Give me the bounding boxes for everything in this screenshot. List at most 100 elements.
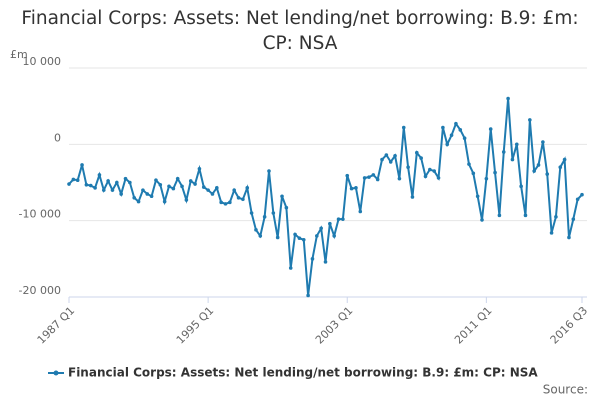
point xyxy=(71,177,76,182)
point xyxy=(371,173,376,177)
point xyxy=(149,194,154,199)
point xyxy=(154,178,158,183)
point xyxy=(328,221,332,226)
x-tick-label: 2011 Q1 xyxy=(452,304,495,347)
point xyxy=(123,176,128,181)
point xyxy=(380,157,384,162)
point xyxy=(541,140,545,144)
y-tick-label: -10 000 xyxy=(19,208,61,221)
point xyxy=(306,293,310,298)
point xyxy=(197,166,202,171)
point xyxy=(80,163,84,167)
point xyxy=(201,185,206,189)
series-line xyxy=(68,98,583,296)
point xyxy=(506,96,510,101)
point xyxy=(528,118,532,122)
point xyxy=(341,217,345,221)
point xyxy=(301,237,306,242)
point xyxy=(441,125,445,130)
point xyxy=(488,127,493,131)
point xyxy=(336,217,341,221)
point xyxy=(249,211,254,215)
point xyxy=(397,176,402,181)
point xyxy=(84,182,89,187)
point xyxy=(493,170,497,175)
point xyxy=(436,176,441,180)
y-tick-label: -20 000 xyxy=(19,284,61,297)
point xyxy=(101,188,106,192)
point xyxy=(414,150,419,155)
point xyxy=(215,186,219,190)
x-tick-label: 1995 Q1 xyxy=(174,304,217,347)
y-tick-label: 0 xyxy=(54,131,61,144)
point xyxy=(519,184,523,189)
point xyxy=(280,194,284,199)
point xyxy=(384,153,389,157)
point xyxy=(423,174,428,179)
point xyxy=(288,266,293,270)
point xyxy=(245,186,250,190)
point xyxy=(141,188,145,192)
point xyxy=(175,176,180,181)
point xyxy=(88,183,93,188)
point xyxy=(184,198,189,202)
point xyxy=(562,157,567,162)
point xyxy=(119,192,123,196)
point xyxy=(132,195,137,200)
y-tick-label: 10 000 xyxy=(23,55,62,68)
point xyxy=(223,202,228,206)
point xyxy=(171,186,176,191)
point xyxy=(514,142,519,147)
point xyxy=(358,209,363,214)
point xyxy=(410,195,415,199)
x-tick-label: 2003 Q1 xyxy=(313,304,356,347)
point xyxy=(354,186,358,190)
x-tick-label: 1987 Q1 xyxy=(35,304,78,347)
point xyxy=(375,177,380,182)
point xyxy=(188,179,193,183)
point xyxy=(462,136,467,141)
point xyxy=(419,156,423,160)
point xyxy=(401,125,406,130)
point xyxy=(510,157,515,162)
point xyxy=(228,200,232,205)
point xyxy=(258,234,263,238)
legend-marker xyxy=(53,370,59,376)
point xyxy=(475,194,480,199)
point xyxy=(75,178,80,183)
point xyxy=(232,188,237,192)
point xyxy=(193,182,197,186)
point xyxy=(449,133,454,137)
point xyxy=(532,169,536,173)
point xyxy=(267,169,271,173)
point xyxy=(536,163,541,167)
point xyxy=(575,197,580,202)
point xyxy=(297,236,302,241)
point xyxy=(284,205,289,210)
point xyxy=(367,175,371,179)
point xyxy=(393,153,397,158)
point xyxy=(484,176,489,181)
point xyxy=(545,172,550,176)
point xyxy=(323,260,328,264)
point xyxy=(445,142,450,147)
point xyxy=(293,232,297,237)
point xyxy=(115,180,119,185)
point xyxy=(219,200,223,205)
point xyxy=(454,121,458,126)
point xyxy=(432,169,436,173)
point xyxy=(180,184,184,189)
point xyxy=(458,128,463,132)
source: Source: xyxy=(543,383,588,397)
point xyxy=(319,226,323,231)
point xyxy=(362,176,367,180)
point xyxy=(523,213,528,218)
point xyxy=(162,199,167,204)
point xyxy=(310,257,315,261)
point xyxy=(271,211,276,215)
point xyxy=(241,197,245,202)
point xyxy=(501,150,506,154)
point xyxy=(106,179,110,183)
point xyxy=(128,180,132,185)
